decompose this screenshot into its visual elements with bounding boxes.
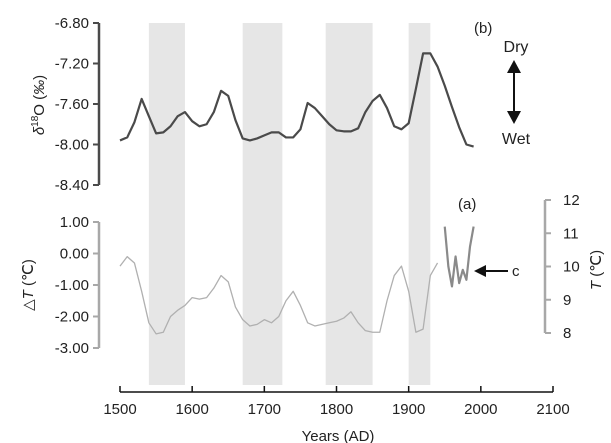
panel-label-a: (a) [458, 196, 476, 213]
y2-tick-label-a: 12 [563, 192, 580, 209]
y-axis-title-b: δ18O (‰) [30, 75, 48, 135]
series-delta-t [119, 255, 439, 335]
y-tick-label-b: -8.40 [55, 177, 89, 194]
y-tick-label-a: -3.00 [55, 340, 89, 357]
dry-wet-arrow-icon [507, 60, 521, 124]
series-temperature [443, 226, 475, 288]
y-tick-label-b: -7.60 [55, 96, 89, 113]
y2-tick-label-a: 9 [563, 292, 571, 309]
y-tick-label-b: -6.80 [55, 15, 89, 32]
shaded-period-4 [408, 23, 431, 385]
arrow-c-icon [474, 265, 508, 277]
y2-tick-label-a: 10 [563, 259, 580, 276]
y-tick-label-b: -8.00 [55, 137, 89, 154]
dry-label: Dry [504, 39, 529, 56]
y-tick-label-a: -2.00 [55, 309, 89, 326]
x-tick-label: 1600 [175, 401, 208, 418]
y2-tick-label-a: 8 [563, 325, 571, 342]
delta18o-axis: -6.80 -7.20 -7.60 -8.00 -8.40 [55, 15, 101, 194]
shaded-periods [148, 23, 431, 385]
y2-axis-title-a: T (℃) [588, 250, 605, 290]
y-tick-label-b: -7.20 [55, 56, 89, 73]
x-tick-label: 2100 [536, 401, 569, 418]
y2-tick-label-a: 11 [563, 225, 579, 242]
temperature-axis: 12 11 10 9 8 [543, 192, 580, 342]
x-tick-label: 1500 [103, 401, 136, 418]
x-tick-label: 1900 [392, 401, 425, 418]
x-axis-title: Years (AD) [302, 428, 375, 443]
x-tick-label: 1700 [248, 401, 281, 418]
x-tick-label: 2000 [464, 401, 497, 418]
wet-label: Wet [502, 131, 531, 148]
y-tick-label-a: 0.00 [60, 246, 89, 263]
shaded-period-2 [242, 23, 283, 385]
panel-label-b: (b) [474, 20, 492, 37]
y-tick-label-a: 1.00 [60, 214, 89, 231]
x-tick-label: 1800 [320, 401, 353, 418]
y-axis-title-a: △T (℃) [20, 259, 37, 311]
y-tick-label-a: -1.00 [55, 277, 89, 294]
series-layer [119, 52, 475, 335]
arrow-c-label: c [512, 263, 520, 280]
years-axis: 1500 1600 1700 1800 1900 2000 2100 [103, 386, 570, 418]
series-delta18o [119, 52, 474, 148]
delta-t-axis: 1.00 0.00 -1.00 -2.00 -3.00 [55, 214, 101, 357]
shaded-period-3 [325, 23, 373, 385]
